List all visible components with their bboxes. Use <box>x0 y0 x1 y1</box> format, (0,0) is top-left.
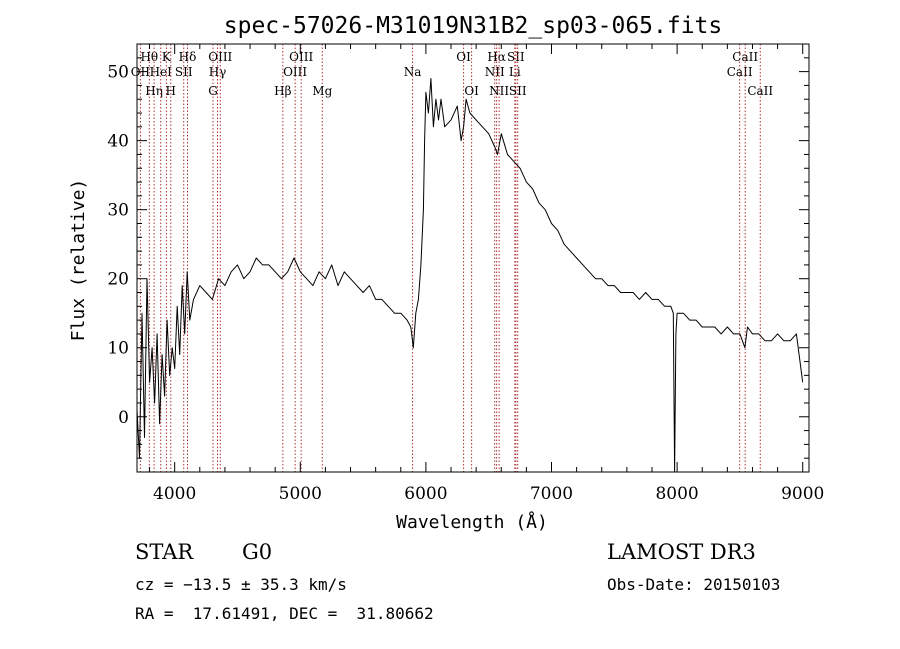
line-marker-label-15: Na <box>404 65 422 79</box>
line-marker-label-26: CaII <box>747 84 773 98</box>
line-marker-label-11: Hβ <box>274 84 291 98</box>
y-tick-label-2: 20 <box>107 270 129 290</box>
line-marker-label-8: G <box>208 84 218 98</box>
line-marker-label-23: SII <box>509 84 527 98</box>
x-tick-label-5: 9000 <box>781 484 824 504</box>
line-marker-label-9: Hγ <box>209 65 227 79</box>
object-class: STAR <box>135 540 194 564</box>
spectrum-chart: spec-57026-M31019N31B2_sp03-065.fits Hθ O… <box>68 13 824 533</box>
object-subclass: G0 <box>242 540 273 564</box>
plot-frame <box>136 43 810 473</box>
line-marker-label-13: OIII <box>289 50 313 64</box>
line-marker-label-6: SII <box>175 65 193 79</box>
line-marker-label-7: Hδ <box>179 50 197 64</box>
sky-coordinates: RA = 17.61491, DEC = 31.80662 <box>135 604 434 623</box>
y-tick-label-3: 30 <box>107 201 129 221</box>
y-tick-label-5: 50 <box>107 63 129 83</box>
redshift-velocity: cz = −13.5 ± 35.3 km/s <box>135 575 347 594</box>
x-tick-label-2: 6000 <box>404 484 447 504</box>
y-tick-label-1: 10 <box>107 339 129 359</box>
line-marker-label-19: Hα <box>487 50 506 64</box>
series-line-flux <box>136 78 804 473</box>
line-marker-label-5: H <box>166 84 176 98</box>
x-tick-label-0: 4000 <box>153 484 196 504</box>
x-tick-label-1: 5000 <box>279 484 322 504</box>
line-marker-label-25: CaII <box>732 50 758 64</box>
observation-date: Obs-Date: 20150103 <box>607 575 781 594</box>
tick-layer: 4000 5000 6000 7000 8000 9000 0 10 20 30 40 50 <box>107 43 824 504</box>
line-marker-label-10: OIII <box>208 50 232 64</box>
line-marker-label-3: HeI <box>150 65 173 79</box>
line-marker-label-2: Hη <box>145 84 163 98</box>
line-marker-label-21: Li <box>509 65 521 79</box>
line-marker-label-24: CaII <box>727 65 753 79</box>
line-marker-label-18: NII <box>485 65 505 79</box>
line-marker-label-17: OI <box>464 84 479 98</box>
line-marker-label-0: Hθ <box>140 50 158 64</box>
y-axis-title: Flux (relative) <box>68 179 89 342</box>
x-tick-label-4: 8000 <box>655 484 698 504</box>
line-marker-label-22: SII <box>507 50 525 64</box>
chart-title: spec-57026-M31019N31B2_sp03-065.fits <box>224 13 723 39</box>
line-marker-label-16: OI <box>456 50 471 64</box>
line-marker-layer: HθOIIHηHeIKHSIIHδGHγOIIIHβOIIIOIIIMgNaOI… <box>131 44 773 472</box>
survey-name: LAMOST DR3 <box>607 540 756 564</box>
line-marker-label-4: K <box>162 50 172 64</box>
y-tick-label-4: 40 <box>107 132 129 152</box>
line-marker-label-20: NII <box>489 84 509 98</box>
series-layer <box>136 78 804 473</box>
line-marker-label-14: Mg <box>312 84 332 98</box>
line-marker-label-12: OIII <box>283 65 307 79</box>
y-tick-label-0: 0 <box>118 408 129 428</box>
x-tick-label-3: 7000 <box>530 484 573 504</box>
x-axis-title: Wavelength (Å) <box>396 511 548 533</box>
